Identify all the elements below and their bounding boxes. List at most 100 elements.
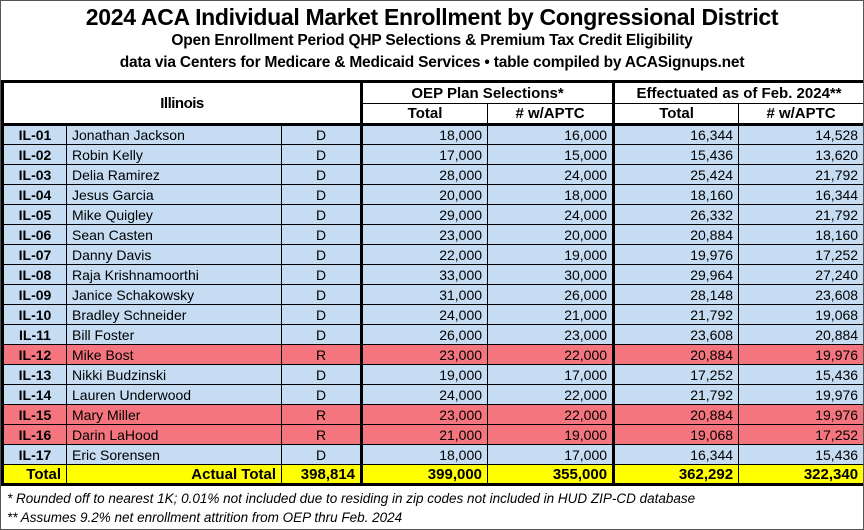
party-cell: R — [280, 344, 363, 365]
party-cell: D — [280, 164, 363, 185]
representative-cell: Eric Sorensen — [66, 444, 282, 465]
representative-cell: Lauren Underwood — [66, 384, 282, 405]
page-title: 2024 ACA Individual Market Enrollment by… — [85, 4, 779, 30]
eff-aptc-cell: 21,792 — [738, 164, 863, 185]
table-row: IL-03 Delia Ramirez D 28,000 24,000 25,4… — [2, 164, 863, 185]
eff-aptc-cell: 17,252 — [738, 244, 863, 265]
state-header-cell: Illinois — [1, 81, 363, 126]
footnote-attrition: ** Assumes 9.2% net enrollment attrition… — [7, 509, 403, 525]
table-row: IL-11 Bill Foster D 26,000 23,000 23,608… — [2, 324, 863, 345]
oep-aptc-cell: 20,000 — [487, 224, 615, 245]
representative-cell: Raja Krishnamoorthi — [66, 264, 282, 285]
oep-total-cell: 19,000 — [360, 364, 489, 385]
eff-total-cell: 20,884 — [612, 344, 740, 365]
party-cell: D — [280, 184, 363, 205]
representative-cell: Mary Miller — [66, 404, 282, 425]
total-oep-aptc-cell: 355,000 — [487, 464, 615, 485]
eff-aptc-cell: 14,528 — [738, 124, 863, 145]
oep-aptc-cell: 22,000 — [487, 384, 615, 405]
district-cell: IL-08 — [2, 264, 67, 285]
section-header-effectuated: Effectuated as of Feb. 2024** — [612, 81, 863, 104]
title-block: 2024 ACA Individual Market Enrollment by… — [1, 1, 863, 80]
oep-total-cell: 33,000 — [360, 264, 489, 285]
eff-aptc-cell: 23,608 — [738, 284, 863, 305]
oep-aptc-cell: 19,000 — [487, 244, 615, 265]
district-cell: IL-07 — [2, 244, 67, 265]
table-row: IL-16 Darin LaHood R 21,000 19,000 19,06… — [2, 424, 863, 445]
district-cell: IL-09 — [2, 284, 67, 305]
party-cell: D — [280, 124, 363, 145]
actual-total-label-cell: Actual Total — [66, 464, 282, 485]
district-cell: IL-11 — [2, 324, 67, 345]
eff-total-cell: 28,148 — [612, 284, 740, 305]
oep-aptc-cell: 24,000 — [487, 164, 615, 185]
oep-total-cell: 24,000 — [360, 304, 489, 325]
oep-aptc-cell: 26,000 — [487, 284, 615, 305]
total-label-cell: Total — [2, 464, 67, 485]
eff-aptc-cell: 19,068 — [738, 304, 863, 325]
representative-cell: Nikki Budzinski — [66, 364, 282, 385]
oep-total-cell: 22,000 — [360, 244, 489, 265]
table-row: IL-09 Janice Schakowsky D 31,000 26,000 … — [2, 284, 863, 305]
oep-aptc-cell: 22,000 — [487, 404, 615, 425]
total-row: Total Actual Total 398,814 399,000 355,0… — [2, 464, 863, 485]
district-cell: IL-10 — [2, 304, 67, 325]
table-row: IL-05 Mike Quigley D 29,000 24,000 26,33… — [2, 204, 863, 225]
oep-aptc-cell: 24,000 — [487, 204, 615, 225]
representative-cell: Darin LaHood — [66, 424, 282, 445]
eff-aptc-header: # w/APTC — [738, 103, 863, 126]
oep-aptc-cell: 23,000 — [487, 324, 615, 345]
party-cell: R — [280, 404, 363, 425]
table-row: IL-02 Robin Kelly D 17,000 15,000 15,436… — [2, 144, 863, 165]
eff-aptc-cell: 15,436 — [738, 364, 863, 385]
oep-aptc-cell: 16,000 — [487, 124, 615, 145]
representative-cell: Delia Ramirez — [66, 164, 282, 185]
oep-total-cell: 18,000 — [360, 444, 489, 465]
oep-total-cell: 29,000 — [360, 204, 489, 225]
total-eff-total-cell: 362,292 — [612, 464, 740, 485]
oep-aptc-cell: 18,000 — [487, 184, 615, 205]
district-cell: IL-04 — [2, 184, 67, 205]
representative-cell: Danny Davis — [66, 244, 282, 265]
table-row: IL-01 Jonathan Jackson D 18,000 16,000 1… — [2, 124, 863, 145]
eff-total-cell: 26,332 — [612, 204, 740, 225]
eff-total-cell: 29,964 — [612, 264, 740, 285]
oep-total-cell: 17,000 — [360, 144, 489, 165]
oep-total-cell: 21,000 — [360, 424, 489, 445]
actual-total-value-cell: 398,814 — [280, 464, 363, 485]
oep-total-cell: 20,000 — [360, 184, 489, 205]
party-cell: D — [280, 144, 363, 165]
party-cell: D — [280, 224, 363, 245]
district-cell: IL-02 — [2, 144, 67, 165]
eff-total-cell: 19,068 — [612, 424, 740, 445]
district-cell: IL-01 — [2, 124, 67, 145]
representative-cell: Bill Foster — [66, 324, 282, 345]
party-cell: D — [280, 364, 363, 385]
eff-aptc-cell: 20,884 — [738, 324, 863, 345]
eff-total-header: Total — [612, 103, 740, 126]
table-body: IL-01 Jonathan Jackson D 18,000 16,000 1… — [2, 124, 863, 465]
section-header-oep: OEP Plan Selections* — [360, 81, 615, 104]
eff-aptc-cell: 19,976 — [738, 404, 863, 425]
representative-cell: Mike Quigley — [66, 204, 282, 225]
oep-total-header: Total — [360, 103, 489, 126]
district-cell: IL-17 — [2, 444, 67, 465]
party-cell: D — [280, 284, 363, 305]
eff-total-cell: 19,976 — [612, 244, 740, 265]
party-cell: D — [280, 264, 363, 285]
representative-cell: Robin Kelly — [66, 144, 282, 165]
representative-cell: Mike Bost — [66, 344, 282, 365]
representative-cell: Jonathan Jackson — [66, 124, 282, 145]
oep-total-cell: 28,000 — [360, 164, 489, 185]
oep-aptc-cell: 17,000 — [487, 364, 615, 385]
eff-aptc-cell: 19,976 — [738, 344, 863, 365]
footnotes: * Rounded off to nearest 1K; 0.01% not i… — [1, 486, 863, 528]
total-oep-total-cell: 399,000 — [360, 464, 489, 485]
eff-total-cell: 21,792 — [612, 384, 740, 405]
oep-total-cell: 24,000 — [360, 384, 489, 405]
district-cell: IL-14 — [2, 384, 67, 405]
district-cell: IL-15 — [2, 404, 67, 425]
district-cell: IL-05 — [2, 204, 67, 225]
oep-aptc-header: # w/APTC — [487, 103, 615, 126]
eff-aptc-cell: 27,240 — [738, 264, 863, 285]
